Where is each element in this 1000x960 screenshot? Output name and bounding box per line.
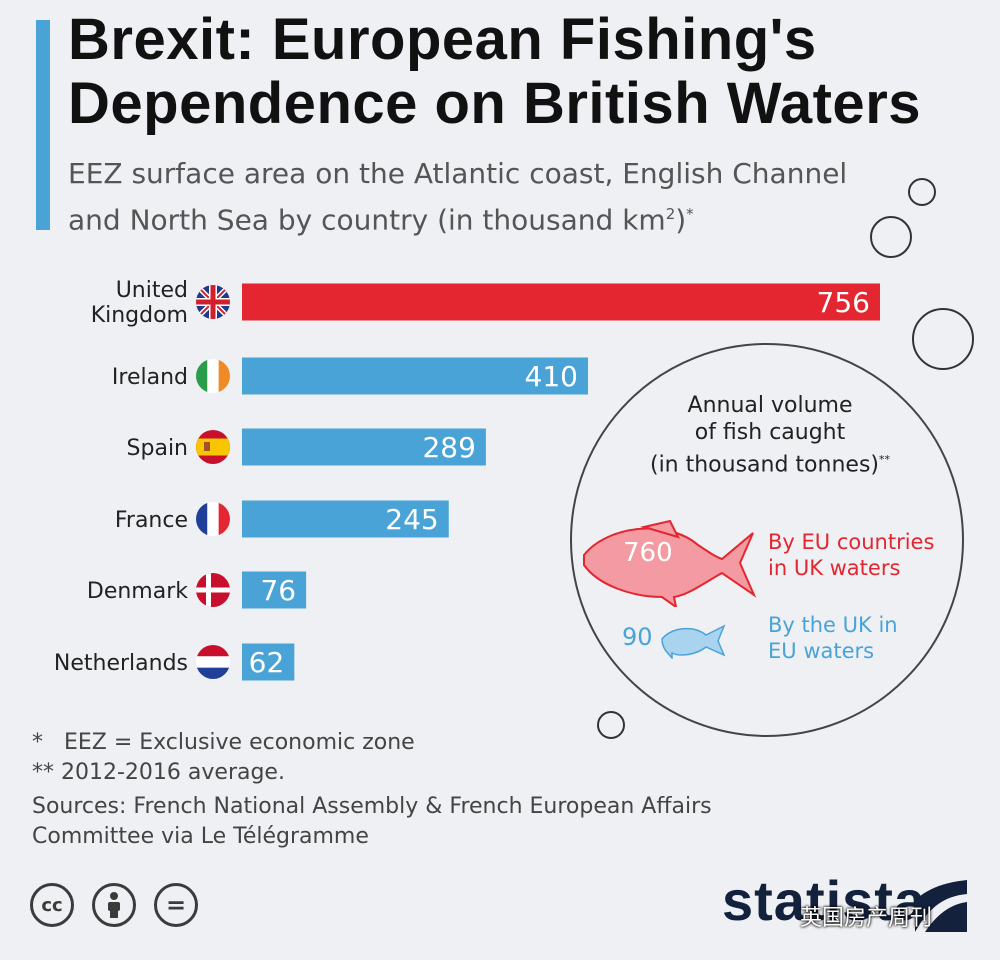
bar-value-label: 76	[260, 574, 296, 607]
annual-title-line: Annual volume	[687, 393, 853, 418]
page-subtitle: EEZ surface area on the Atlantic coast, …	[68, 154, 908, 240]
eu-fish-icon	[583, 519, 757, 607]
sources-text: Sources: French National Assembly & Fren…	[32, 794, 712, 849]
annual-volume-title: Annual volume of fish caught (in thousan…	[625, 392, 915, 478]
footnote-average: ** 2012-2016 average.	[32, 760, 285, 785]
category-label: France	[115, 508, 188, 533]
spain-flag-icon	[196, 430, 230, 464]
bar-spain	[242, 428, 486, 466]
cc-icon[interactable]: cc	[30, 883, 74, 927]
eu-label-line: in UK waters	[768, 556, 901, 580]
annual-volume-circle	[570, 343, 964, 737]
category-label: Netherlands	[54, 651, 188, 676]
statista-mark-icon	[915, 880, 967, 932]
attribution-icon[interactable]	[92, 883, 136, 927]
uk-label-line: EU waters	[768, 639, 875, 663]
category-label: United Kingdom	[91, 278, 188, 328]
category-label: Spain	[127, 436, 188, 461]
bar-united-kingdom	[242, 283, 880, 321]
subtitle-superscript: 2	[665, 205, 676, 223]
subtitle-footnote-mark: *	[686, 205, 694, 223]
bar-value-label: 245	[385, 503, 438, 536]
subtitle-text: EEZ surface area on the Atlantic coast, …	[68, 157, 848, 237]
watermark-text: 英国房产周刊	[800, 906, 933, 931]
footnote-eez: * EEZ = Exclusive economic zone	[32, 730, 415, 755]
bubble-decoration	[908, 178, 936, 206]
eu-label-line: By EU countries	[768, 530, 935, 554]
bar-ireland	[242, 357, 589, 395]
denmark-flag-icon	[196, 573, 230, 607]
uk-value: 90	[622, 623, 653, 651]
annual-title-line: (in thousand tonnes)**	[649, 452, 890, 478]
uk-flag-icon	[196, 285, 230, 319]
person-icon	[108, 892, 120, 918]
bar-value-label: 62	[249, 646, 285, 679]
bar-value-label: 410	[525, 360, 578, 393]
annual-title-line: of fish caught	[694, 420, 846, 445]
ireland-flag-icon	[196, 359, 230, 393]
bar-denmark	[242, 571, 307, 609]
uk-fish-icon	[661, 624, 726, 659]
uk-label: By the UK in EU waters	[768, 612, 898, 664]
statista-logo[interactable]: statista	[722, 869, 927, 932]
bar-netherlands	[242, 643, 295, 681]
bar-value-label: 289	[422, 431, 475, 464]
uk-label-line: By the UK in	[768, 613, 898, 637]
subtitle-tail: )	[675, 203, 687, 237]
eu-label: By EU countries in UK waters	[768, 529, 934, 581]
title-accent-bar	[36, 20, 50, 230]
category-label: Denmark	[87, 579, 188, 604]
annual-title-footnote-mark: **	[879, 453, 890, 466]
bar-value-label: 756	[817, 286, 870, 319]
category-label: Ireland	[112, 365, 188, 390]
netherlands-flag-icon	[196, 645, 230, 679]
no-derivatives-icon[interactable]: =	[154, 883, 198, 927]
bar-chart: 756 United Kingdom 410 Ireland 289 Spain 245 Fra…	[54, 278, 880, 681]
eu-value: 760	[623, 538, 673, 568]
bubble-decoration	[912, 308, 974, 370]
bubble-decoration	[870, 216, 912, 258]
bubble-decoration	[597, 711, 625, 739]
france-flag-icon	[196, 502, 230, 536]
page-title: Brexit: European Fishing's Dependence on…	[68, 7, 922, 136]
bar-france	[242, 500, 449, 538]
